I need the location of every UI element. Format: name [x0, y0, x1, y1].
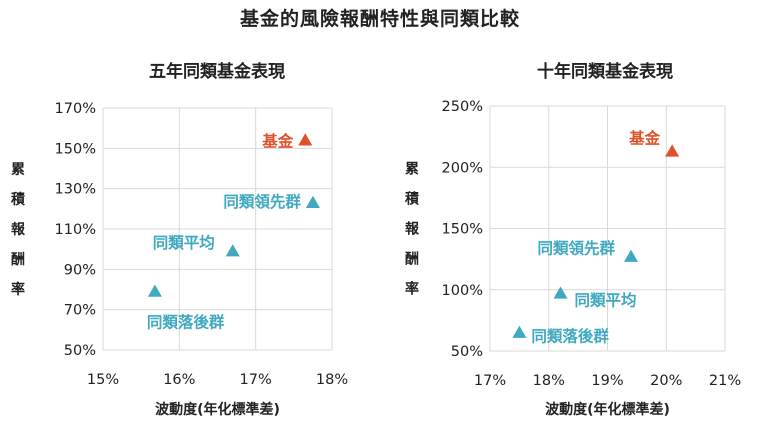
- chart2-y-tick-label: 50%: [451, 344, 483, 360]
- chart1-y-tick-label: 70%: [64, 303, 96, 319]
- chart2-y-axis-label-char: 率: [405, 281, 419, 298]
- chart2-x-tick-label: 17%: [474, 373, 506, 389]
- chart1-y-axis-label-char: 積: [10, 191, 26, 208]
- chart1-point-marker: [298, 133, 313, 146]
- chart1-x-tick-label: 16%: [163, 372, 195, 388]
- chart1-y-tick-label: 150%: [55, 141, 96, 157]
- chart1-point-marker: [305, 195, 320, 209]
- chart2-point-marker: [624, 249, 638, 262]
- chart2-y-tick-label: 250%: [442, 99, 483, 115]
- chart1-x-tick-label: 18%: [316, 372, 348, 388]
- chart2-x-tick-label: 20%: [650, 373, 682, 389]
- chart2-point-marker: [512, 325, 527, 338]
- chart1-y-axis-label-char: 率: [11, 281, 25, 298]
- chart2-x-tick-label: 21%: [709, 373, 741, 389]
- chart2-y-axis-label-char: 報: [405, 221, 420, 238]
- chart1-x-tick-label: 17%: [240, 372, 272, 388]
- chart2-x-axis-label: 波動度(年化標準差): [545, 401, 670, 418]
- chart1-point-label: 同類平均: [153, 233, 215, 252]
- chart1-y-tick-label: 130%: [55, 182, 96, 198]
- chart1-title: 五年同類基金表現: [149, 61, 285, 82]
- chart2-title: 十年同類基金表現: [537, 61, 673, 82]
- chart1-x-axis-label: 波動度(年化標準差): [155, 401, 280, 418]
- chart1-point-label: 基金: [261, 131, 294, 150]
- chart2-y-tick-label: 150%: [442, 222, 483, 238]
- chart1-point-label: 同類落後群: [147, 313, 225, 332]
- main-title: 基金的風險報酬特性與同類比較: [239, 8, 520, 30]
- chart1-y-axis-label-char: 累: [11, 162, 25, 178]
- chart2-y-tick-label: 200%: [442, 160, 483, 176]
- chart2-y-axis-label-char: 酬: [405, 252, 419, 268]
- chart1-point-label: 同類領先群: [223, 192, 301, 211]
- chart1-point-marker: [225, 244, 240, 257]
- chart1-y-tick-label: 50%: [64, 343, 96, 359]
- chart1-y-tick-label: 170%: [55, 101, 96, 117]
- chart1-y-axis-label-char: 酬: [11, 252, 25, 268]
- chart1-x-tick-label: 15%: [87, 372, 119, 388]
- chart2-y-tick-label: 100%: [442, 283, 483, 299]
- chart2-point-marker: [665, 144, 680, 157]
- chart2-x-tick-label: 19%: [591, 373, 623, 389]
- chart2-x-tick-label: 18%: [533, 373, 565, 389]
- chart2-point-label: 同類平均: [575, 290, 637, 309]
- chart2-point-label: 同類落後群: [531, 327, 609, 346]
- chart2-y-axis-label-char: 累: [405, 162, 419, 178]
- chart1-y-tick-label: 90%: [64, 262, 96, 278]
- chart2-point-label: 同類領先群: [537, 239, 615, 258]
- chart2-point-label: 基金: [628, 128, 661, 147]
- chart1-y-tick-label: 110%: [55, 222, 96, 238]
- chart1-point-marker: [147, 284, 162, 297]
- chart2-point-marker: [553, 286, 568, 299]
- chart2-y-axis-label-char: 積: [404, 191, 420, 208]
- chart1-y-axis-label-char: 報: [11, 221, 26, 238]
